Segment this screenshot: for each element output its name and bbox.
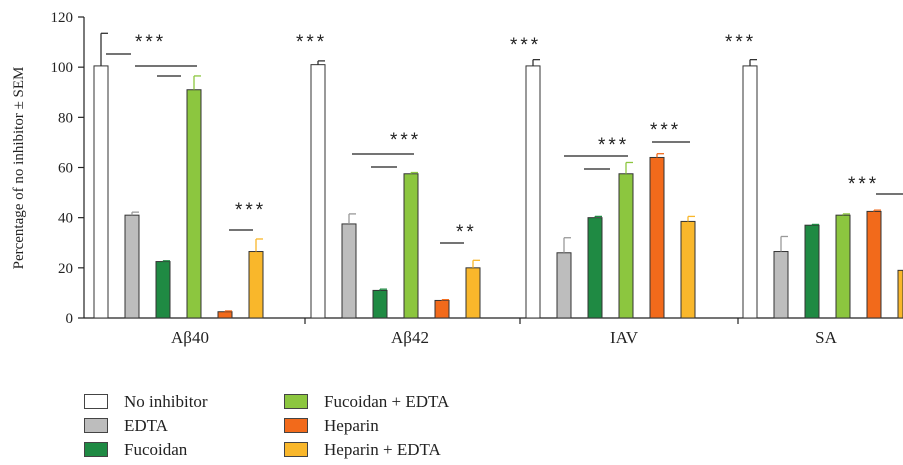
y-tick-label: 40 (58, 211, 73, 227)
bar (742, 65, 758, 319)
legend: No inhibitor Fucoidan + EDTA EDTA Hepari… (84, 390, 544, 461)
bar (680, 220, 696, 319)
significance-label: *** (725, 32, 756, 53)
bar (897, 269, 903, 319)
significance-label: *** (598, 135, 629, 156)
category-label: IAV (610, 328, 639, 347)
category-label: Aβ40 (171, 328, 209, 347)
legend-swatch (284, 442, 308, 457)
legend-label: Heparin + EDTA (324, 439, 441, 459)
bar (434, 299, 450, 319)
legend-item-no-inhibitor: No inhibitor (84, 390, 284, 413)
bar (649, 156, 665, 319)
error-bars-group (100, 32, 881, 312)
legend-item-heparin: Heparin (284, 414, 544, 437)
category-label: Aβ42 (391, 328, 429, 347)
significance-label: *** (510, 35, 541, 56)
y-tick-label: 120 (51, 10, 74, 26)
bar (217, 311, 233, 319)
bar (248, 251, 264, 319)
bar (155, 261, 171, 319)
legend-label: EDTA (124, 415, 168, 435)
bar (341, 223, 357, 319)
bar (835, 214, 851, 319)
legend-swatch (284, 418, 308, 433)
legend-item-fucoidan-edta: Fucoidan + EDTA (284, 390, 544, 413)
significance-annotations: ***************************** (106, 32, 903, 244)
y-tick-label: 0 (66, 311, 74, 327)
bar (773, 251, 789, 319)
legend-label: No inhibitor (124, 391, 208, 411)
bar (525, 65, 541, 319)
legend-label: Fucoidan + EDTA (324, 391, 450, 411)
bar (186, 89, 202, 319)
bar (403, 173, 419, 319)
bar (124, 214, 140, 319)
legend-item-heparin-edta: Heparin + EDTA (284, 438, 544, 461)
bar (587, 217, 603, 319)
significance-label: *** (650, 120, 681, 141)
bars-group (93, 64, 903, 319)
y-tick-label: 80 (58, 110, 73, 126)
legend-item-edta: EDTA (84, 414, 284, 437)
legend-swatch (84, 442, 108, 457)
bar (93, 65, 109, 319)
bar (618, 173, 634, 319)
bar (310, 64, 326, 319)
legend-label: Heparin (324, 415, 379, 435)
significance-label: ** (456, 222, 477, 243)
legend-swatch (84, 394, 108, 409)
significance-label: *** (235, 200, 266, 221)
legend-swatch (284, 394, 308, 409)
bar (556, 252, 572, 319)
y-axis-ticks: 0 20 40 60 80 100 120 (51, 10, 84, 327)
legend-item-fucoidan: Fucoidan (84, 438, 284, 461)
bar (866, 210, 882, 319)
significance-label: *** (296, 32, 327, 53)
significance-label: *** (848, 174, 879, 195)
y-tick-label: 100 (51, 60, 74, 76)
category-label: SA (815, 328, 837, 347)
bar (372, 289, 388, 319)
y-tick-label: 20 (58, 261, 73, 277)
legend-swatch (84, 418, 108, 433)
bar-chart: 0 20 40 60 80 100 120 Percentage of no inhibit… (11, 10, 903, 347)
y-axis-label: Percentage of no inhibitor ± SEM (11, 67, 27, 270)
significance-label: *** (135, 32, 166, 53)
y-tick-label: 60 (58, 161, 73, 177)
bar (804, 224, 820, 319)
category-labels: Aβ40 Aβ42 IAV SA (171, 318, 838, 347)
legend-label: Fucoidan (124, 439, 188, 459)
bar (465, 267, 481, 319)
significance-label: *** (390, 130, 421, 151)
